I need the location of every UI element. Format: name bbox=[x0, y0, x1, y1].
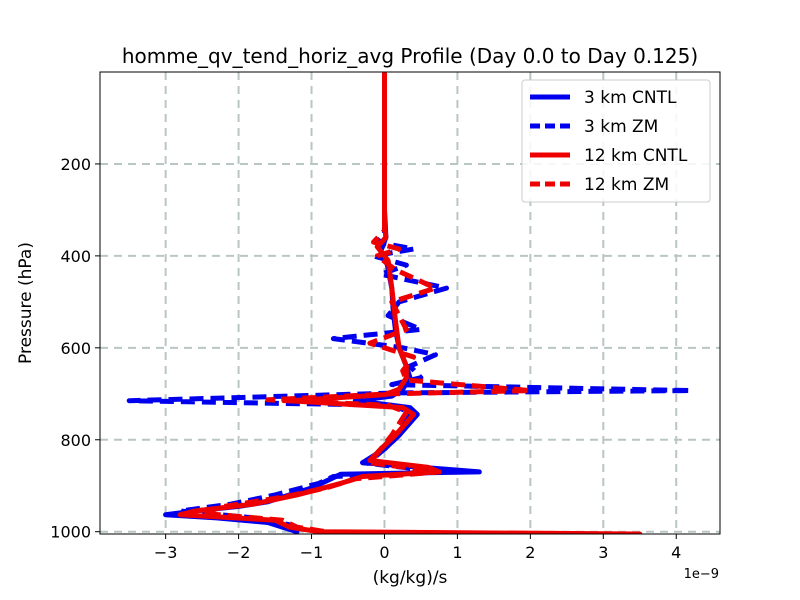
series-line-3 bbox=[199, 72, 533, 534]
legend-box bbox=[521, 79, 711, 203]
y-tick-label-3: 800 bbox=[60, 431, 91, 450]
y-tick-label-0: 200 bbox=[60, 155, 91, 174]
legend-label-1: 3 km ZM bbox=[584, 117, 658, 137]
legend: 3 km CNTL 3 km ZM 12 km CNTL 12 km ZM bbox=[521, 79, 711, 203]
x-tick-label-6: 3 bbox=[598, 543, 608, 562]
legend-label-0: 3 km CNTL bbox=[584, 88, 677, 108]
y-axis: 200 400 600 800 1000 bbox=[50, 155, 100, 542]
y-axis-label: Pressure (hPa) bbox=[16, 242, 36, 364]
x-tick-label-7: 4 bbox=[671, 543, 681, 562]
x-tick-label-5: 2 bbox=[525, 543, 535, 562]
x-axis-label: (kg/kg)/s bbox=[373, 568, 448, 588]
chart-title: homme_qv_tend_horiz_avg Profile (Day 0.0… bbox=[122, 44, 698, 68]
x-tick-label-0: −3 bbox=[154, 543, 178, 562]
x-tick-label-4: 1 bbox=[452, 543, 462, 562]
legend-label-2: 12 km CNTL bbox=[584, 146, 688, 166]
x-tick-label-2: −1 bbox=[300, 543, 324, 562]
plot-area-frame bbox=[99, 71, 721, 535]
y-tick-label-2: 600 bbox=[60, 339, 91, 358]
y-tick-label-1: 400 bbox=[60, 247, 91, 266]
series-line-0 bbox=[163, 72, 482, 534]
legend-label-3: 12 km ZM bbox=[584, 175, 669, 195]
x-tick-label-3: 0 bbox=[379, 543, 389, 562]
x-axis-offset-label: 1e−9 bbox=[684, 567, 719, 582]
x-axis: −3 −2 −1 0 1 2 3 4 bbox=[154, 534, 681, 562]
x-tick-label-1: −2 bbox=[227, 543, 251, 562]
series-line-2 bbox=[177, 72, 643, 534]
series-layer bbox=[126, 72, 694, 534]
y-tick-label-4: 1000 bbox=[50, 523, 91, 542]
